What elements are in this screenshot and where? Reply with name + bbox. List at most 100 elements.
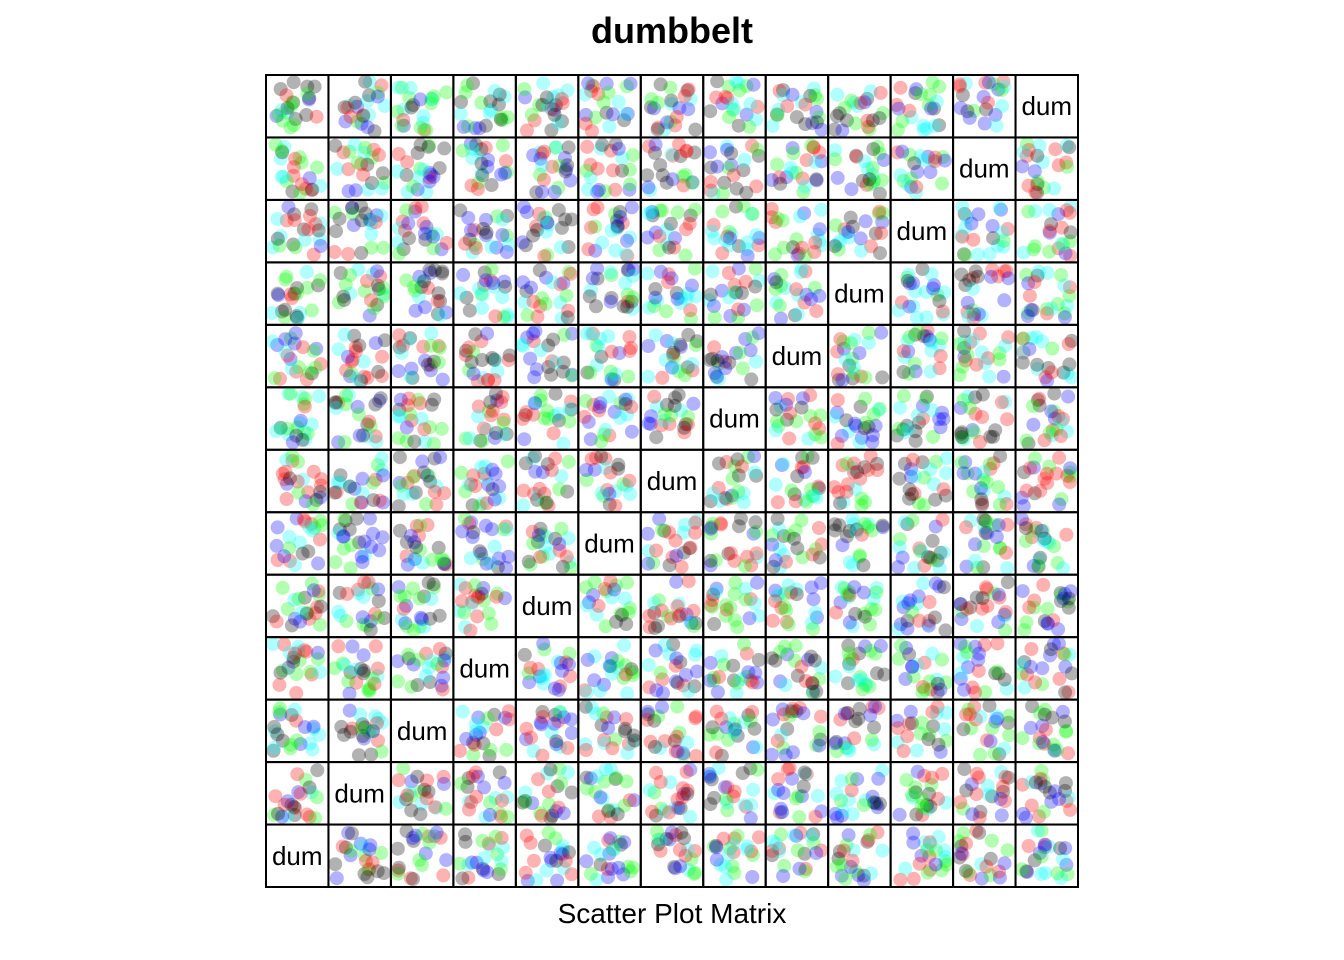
data-point: [892, 807, 907, 822]
data-point: [1042, 244, 1057, 259]
data-point: [681, 327, 696, 342]
data-point: [710, 159, 725, 174]
data-point: [923, 837, 938, 852]
data-point: [1019, 433, 1034, 448]
data-point: [313, 599, 328, 614]
data-point: [350, 399, 365, 414]
data-point: [664, 271, 679, 286]
data-point: [893, 168, 908, 183]
data-point: [394, 118, 409, 133]
panel-5-4: [514, 386, 580, 451]
data-point: [430, 307, 445, 322]
data-point: [919, 329, 934, 344]
data-point: [775, 805, 790, 819]
data-point: [1015, 344, 1030, 359]
data-point: [807, 653, 822, 668]
data-point: [533, 343, 548, 358]
data-point: [998, 769, 1013, 784]
data-point: [270, 212, 285, 226]
data-point: [718, 361, 733, 376]
data-point: [356, 354, 371, 369]
data-point: [647, 299, 662, 313]
data-point: [814, 430, 829, 445]
data-point: [490, 364, 505, 379]
data-point: [626, 290, 641, 305]
data-point: [581, 414, 596, 429]
data-point: [933, 349, 948, 363]
data-point: [354, 213, 369, 228]
data-point: [857, 95, 872, 110]
data-point: [301, 92, 316, 107]
panel-12-2: [389, 823, 455, 888]
data-point: [981, 95, 995, 110]
data-point: [343, 369, 358, 384]
data-point: [997, 293, 1012, 308]
data-point: [539, 495, 554, 510]
data-point: [1024, 642, 1039, 656]
data-point: [840, 113, 854, 128]
data-point: [872, 401, 887, 416]
data-point: [287, 213, 302, 228]
data-point: [750, 575, 765, 590]
data-point: [641, 416, 656, 431]
data-point: [265, 637, 280, 651]
data-point: [495, 793, 509, 808]
data-point: [528, 324, 543, 339]
data-point: [723, 309, 738, 323]
data-point: [665, 336, 680, 351]
data-point: [343, 479, 357, 494]
data-point: [556, 806, 571, 821]
panel-4-9: [827, 323, 892, 389]
data-point: [928, 154, 942, 169]
panel-4-5: [577, 323, 642, 389]
data-point: [469, 789, 484, 804]
data-point: [564, 867, 579, 882]
data-point: [1021, 305, 1035, 320]
data-point: [968, 466, 983, 481]
data-point: [473, 433, 488, 448]
panel-7-5: dum: [577, 511, 642, 576]
data-point: [1052, 671, 1067, 686]
data-point: [489, 209, 504, 224]
data-point: [865, 435, 880, 449]
data-point: [954, 228, 969, 243]
data-point: [771, 102, 786, 117]
data-point: [580, 365, 595, 380]
data-point: [667, 240, 681, 255]
data-point: [607, 404, 622, 419]
data-point: [895, 144, 910, 159]
data-point: [494, 395, 509, 410]
data-point: [461, 210, 476, 225]
data-point: [796, 779, 811, 794]
data-point: [336, 529, 351, 544]
data-point: [642, 300, 657, 315]
data-point: [620, 294, 635, 309]
panel-3-6: [639, 261, 705, 326]
data-point: [712, 670, 726, 684]
data-point: [703, 797, 718, 812]
data-point: [870, 456, 885, 471]
data-point: [337, 658, 352, 672]
data-point: [932, 79, 947, 94]
data-point: [418, 232, 433, 247]
data-point: [344, 826, 359, 841]
data-point: [551, 406, 566, 421]
data-point: [915, 455, 930, 470]
data-point: [487, 430, 502, 445]
data-point: [992, 200, 1007, 215]
data-point: [1021, 204, 1036, 219]
data-point: [484, 616, 499, 631]
data-point: [364, 227, 379, 241]
panel-6-2: [389, 448, 455, 514]
panel-7-12: [1014, 511, 1079, 576]
data-point: [847, 416, 862, 431]
data-point: [390, 235, 405, 250]
data-point: [1015, 584, 1030, 599]
data-point: [548, 355, 563, 370]
data-point: [781, 617, 796, 632]
data-point: [284, 291, 299, 305]
data-point: [270, 338, 285, 352]
data-point: [518, 794, 533, 809]
data-point: [487, 352, 502, 367]
panel-1-2: [389, 136, 455, 201]
